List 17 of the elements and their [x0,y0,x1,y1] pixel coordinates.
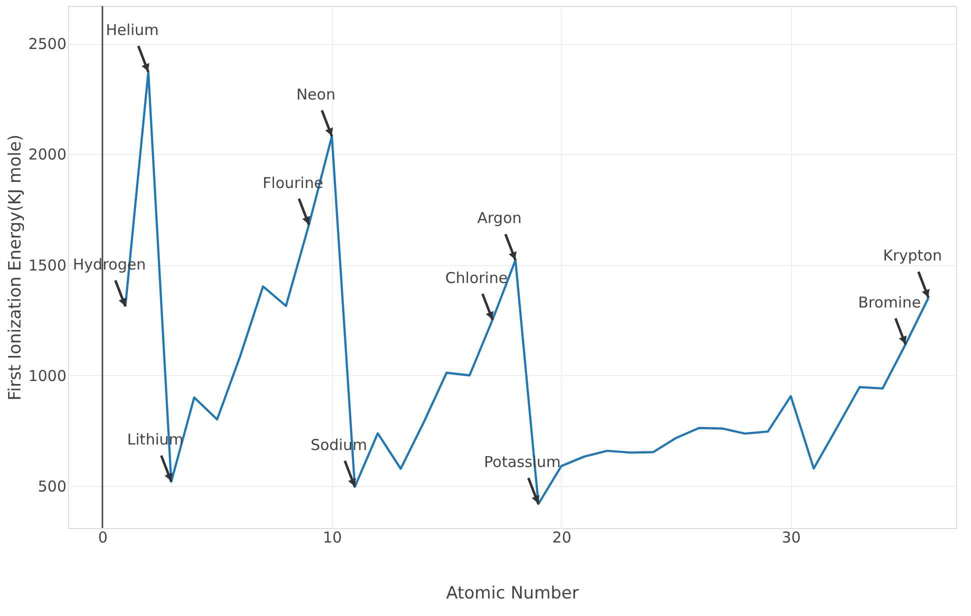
annotation: Krypton [882,246,942,265]
x-tick-label: 10 [322,528,342,546]
y-tick-label: 2500 [28,35,66,54]
y-tick-label: 2000 [28,146,66,164]
y-tick-label: 1000 [28,366,66,385]
annotation: Helium [106,20,159,39]
x-tick-label: 0 [98,528,108,546]
annotation: Argon [477,209,522,228]
annotation: Neon [296,85,336,104]
y-tick-label: 1500 [28,256,66,274]
y-tick-label: 500 [38,477,66,496]
x-axis-title: Atomic Number [446,584,579,604]
annotation: Bromine [858,293,921,312]
y-axis-title: First Ionization Energy(KJ mole) [5,134,26,400]
annotation: Chlorine [445,268,508,287]
x-tick-label: 30 [782,528,801,546]
x-tick-label: 20 [552,528,572,546]
